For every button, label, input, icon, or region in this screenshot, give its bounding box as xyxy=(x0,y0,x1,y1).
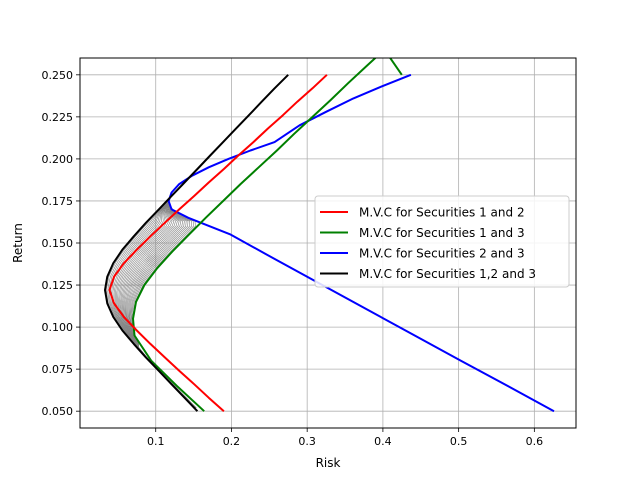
series-line-1 xyxy=(108,74,328,412)
y-tick-label: 0.050 xyxy=(42,405,74,418)
x-tick-label: 0.1 xyxy=(147,435,165,448)
x-tick-label: 0.6 xyxy=(526,435,544,448)
legend-label: M.V.C for Securities 2 and 3 xyxy=(359,247,525,261)
y-tick-label: 0.175 xyxy=(42,195,74,208)
y-tick-label: 0.100 xyxy=(42,321,74,334)
x-axis-ticks: 0.1 0.2 0.3 0.4 0.5 0.6 xyxy=(147,428,543,448)
y-tick-label: 0.075 xyxy=(42,363,74,376)
legend-label: M.V.C for Securities 1 and 2 xyxy=(359,206,525,220)
x-tick-label: 0.5 xyxy=(450,435,468,448)
y-tick-label: 0.150 xyxy=(42,237,74,250)
y-tick-label: 0.225 xyxy=(42,111,74,124)
legend: M.V.C for Securities 1 and 2 M.V.C for Se… xyxy=(314,195,570,288)
y-tick-label: 0.125 xyxy=(42,279,74,292)
legend-box xyxy=(314,195,570,288)
series-line-4 xyxy=(104,74,289,412)
legend-label: M.V.C for Securities 1 and 3 xyxy=(359,226,525,240)
legend-label: M.V.C for Securities 1,2 and 3 xyxy=(359,267,536,281)
x-tick-label: 0.2 xyxy=(223,435,241,448)
x-tick-label: 0.4 xyxy=(374,435,392,448)
x-tick-label: 0.3 xyxy=(298,435,316,448)
x-axis-label: Risk xyxy=(316,456,341,470)
y-axis-ticks: 0.050 0.075 0.100 0.125 0.150 0.175 0.200 0.225… xyxy=(42,69,80,418)
y-axis-label: Return xyxy=(11,223,25,263)
y-tick-label: 0.250 xyxy=(42,69,74,82)
series-lines xyxy=(104,58,555,413)
y-tick-label: 0.200 xyxy=(42,153,74,166)
